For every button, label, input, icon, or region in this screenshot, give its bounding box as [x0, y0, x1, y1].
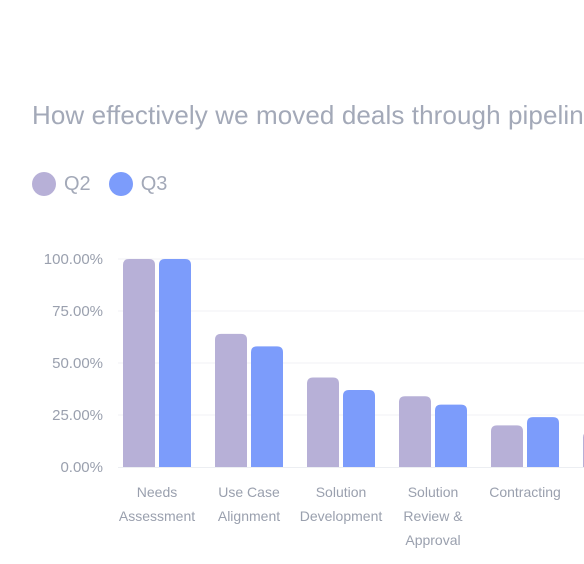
bar-q2-0 — [123, 259, 155, 467]
x-category-label: Assessment — [119, 508, 195, 524]
bar-q3-2 — [343, 390, 375, 467]
bar-q2-3 — [399, 396, 431, 467]
legend-label-q2: Q2 — [64, 172, 91, 195]
y-tick-label: 25.00% — [52, 407, 103, 424]
legend-item-q2[interactable]: Q2 — [32, 172, 91, 196]
x-category-label: Solution — [316, 484, 367, 500]
legend-label-q3: Q3 — [140, 172, 168, 195]
y-tick-label: 75.00% — [52, 303, 103, 320]
y-tick-label: 100.00% — [44, 251, 103, 268]
bar-q3-4 — [527, 417, 559, 467]
x-category-label: Solution — [408, 484, 459, 500]
bar-q2-4 — [491, 425, 523, 467]
x-category-label: Review & — [403, 508, 463, 524]
x-category-label: Alignment — [218, 508, 280, 524]
x-category-label: Approval — [405, 532, 460, 548]
legend-item-q3[interactable]: Q3 — [108, 172, 168, 196]
legend-swatch-q2 — [32, 172, 56, 196]
bar-q2-2 — [307, 377, 339, 467]
chart-title: How effectively we moved deals through p… — [32, 100, 584, 130]
y-tick-label: 50.00% — [52, 355, 103, 372]
chart-legend: Q2 Q3 — [32, 172, 185, 196]
x-category-label: Development — [300, 508, 383, 524]
x-category-label: Use Case — [218, 484, 280, 500]
x-category-label: Contracting — [489, 484, 561, 500]
legend-swatch-q3 — [108, 172, 133, 196]
bar-q3-3 — [435, 404, 467, 467]
bar-q2-1 — [215, 333, 247, 467]
x-category-label: Needs — [137, 484, 177, 500]
y-tick-label: 0.00% — [60, 459, 103, 476]
bar-q3-0 — [159, 259, 191, 467]
bar-q3-1 — [251, 346, 283, 467]
